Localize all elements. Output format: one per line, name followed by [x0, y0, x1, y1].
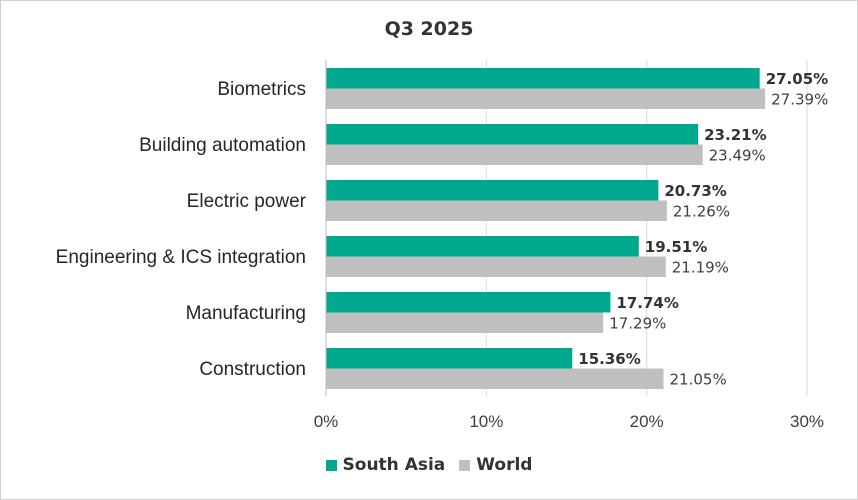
data-label-world-3: 21.19%: [672, 258, 729, 276]
bar-world-4: [326, 312, 604, 333]
bar-world-3: [326, 256, 666, 277]
category-label-3: Engineering & ICS integration: [56, 247, 306, 268]
legend: South Asia World: [0, 455, 858, 475]
data-label-world-4: 17.29%: [609, 314, 666, 332]
legend-swatch-south-asia: [325, 459, 337, 471]
data-label-south-asia-5: 15.36%: [578, 350, 640, 368]
legend-label-world: World: [476, 455, 533, 475]
data-label-south-asia-0: 27.05%: [766, 70, 828, 88]
category-label-2: Electric power: [187, 191, 307, 212]
x-tick-label-1: 10%: [469, 412, 503, 431]
bar-south-asia-1: [326, 124, 699, 145]
x-tick-label-0: 0%: [314, 412, 339, 431]
data-label-world-2: 21.26%: [673, 202, 730, 220]
legend-label-south-asia: South Asia: [342, 455, 446, 475]
category-label-0: Biometrics: [217, 79, 306, 100]
data-label-world-5: 21.05%: [670, 370, 727, 388]
category-label-5: Construction: [199, 359, 306, 380]
bar-south-asia-4: [326, 292, 611, 313]
bar-south-asia-5: [326, 348, 573, 369]
bar-world-1: [326, 144, 703, 165]
chart-title: Q3 2025: [384, 18, 474, 40]
data-label-south-asia-2: 20.73%: [664, 182, 726, 200]
data-label-world-0: 27.39%: [771, 90, 828, 108]
data-label-south-asia-1: 23.21%: [704, 126, 766, 144]
category-label-4: Manufacturing: [186, 303, 306, 324]
data-label-world-1: 23.49%: [709, 146, 766, 164]
bar-world-2: [326, 200, 667, 221]
bar-world-0: [326, 88, 766, 109]
bar-world-5: [326, 368, 664, 389]
legend-item-world: World: [459, 455, 532, 475]
data-label-south-asia-4: 17.74%: [616, 294, 678, 312]
x-tick-label-2: 20%: [630, 412, 664, 431]
bar-south-asia-0: [326, 68, 760, 89]
legend-swatch-world: [459, 459, 471, 471]
bar-south-asia-3: [326, 236, 639, 257]
category-label-1: Building automation: [139, 135, 306, 156]
bar-south-asia-2: [326, 180, 659, 201]
legend-item-south-asia: South Asia: [325, 455, 446, 475]
x-tick-label-3: 30%: [790, 412, 824, 431]
data-label-south-asia-3: 19.51%: [645, 238, 707, 256]
